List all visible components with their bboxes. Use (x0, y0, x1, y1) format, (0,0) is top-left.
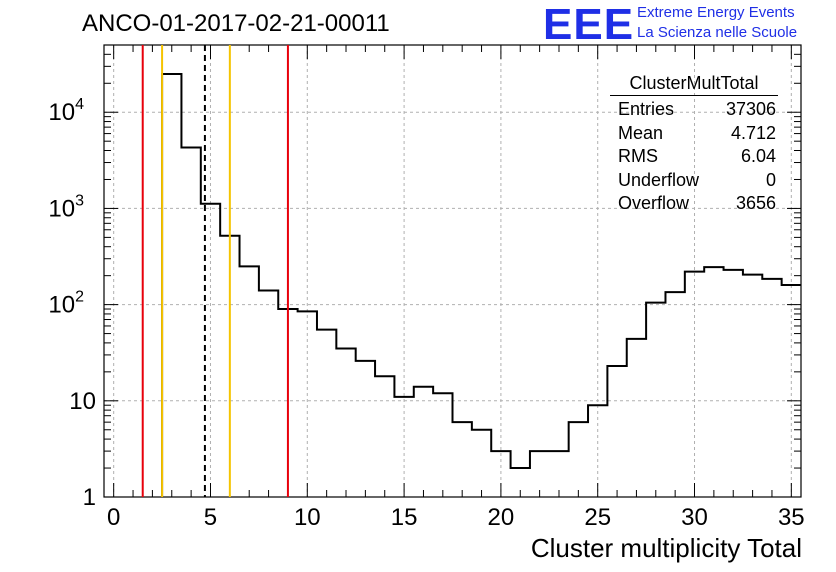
logo-line-2: La Scienza nelle Scuole (637, 24, 798, 41)
stats-value: 3656 (735, 193, 776, 213)
stats-label: Entries (618, 99, 675, 119)
stats-value: 37306 (725, 99, 776, 119)
x-tick-label: 0 (107, 504, 120, 531)
stats-label: Mean (618, 122, 664, 143)
stats-value: 4.712 (730, 122, 776, 143)
stats-value: 0 (765, 169, 776, 190)
y-tick-label: 103 (48, 192, 84, 222)
stats-title: ClusterMultTotal (610, 72, 778, 96)
y-tick-label: 102 (48, 289, 84, 319)
x-tick-label: 20 (488, 504, 515, 531)
y-tick-label: 10 (69, 388, 96, 415)
stats-value: 6.04 (740, 146, 776, 166)
y-tick-label: 1 (83, 484, 96, 511)
x-tick-label: 30 (681, 504, 708, 531)
y-tick-label: 104 (48, 96, 84, 126)
logo-line-1: Extreme Energy Events (637, 4, 795, 21)
eee-logo: EEE (543, 0, 635, 49)
stats-row: Entries 37306 (610, 98, 778, 122)
x-axis-label: Cluster multiplicity Total (530, 533, 802, 563)
stats-row: Overflow 3656 (610, 192, 778, 216)
stats-row: RMS 6.04 (610, 145, 778, 169)
x-tick-label: 25 (584, 504, 611, 531)
stats-row: Underflow 0 (610, 169, 778, 193)
x-tick-label: 5 (204, 504, 217, 531)
stats-label: RMS (618, 146, 658, 166)
stats-label: Overflow (618, 193, 690, 213)
plot-title: ANCO-01-2017-02-21-00011 (82, 10, 390, 37)
x-tick-label: 10 (294, 504, 321, 531)
x-tick-label: 15 (391, 504, 418, 531)
plot-frame (103, 44, 802, 498)
stats-box: ClusterMultTotal Entries 37306 Mean 4.712 … (610, 72, 778, 216)
stats-row: Mean 4.712 (610, 122, 778, 146)
x-tick-label: 35 (778, 504, 805, 531)
stats-label: Underflow (618, 169, 700, 190)
histogram-outline (161, 72, 801, 497)
